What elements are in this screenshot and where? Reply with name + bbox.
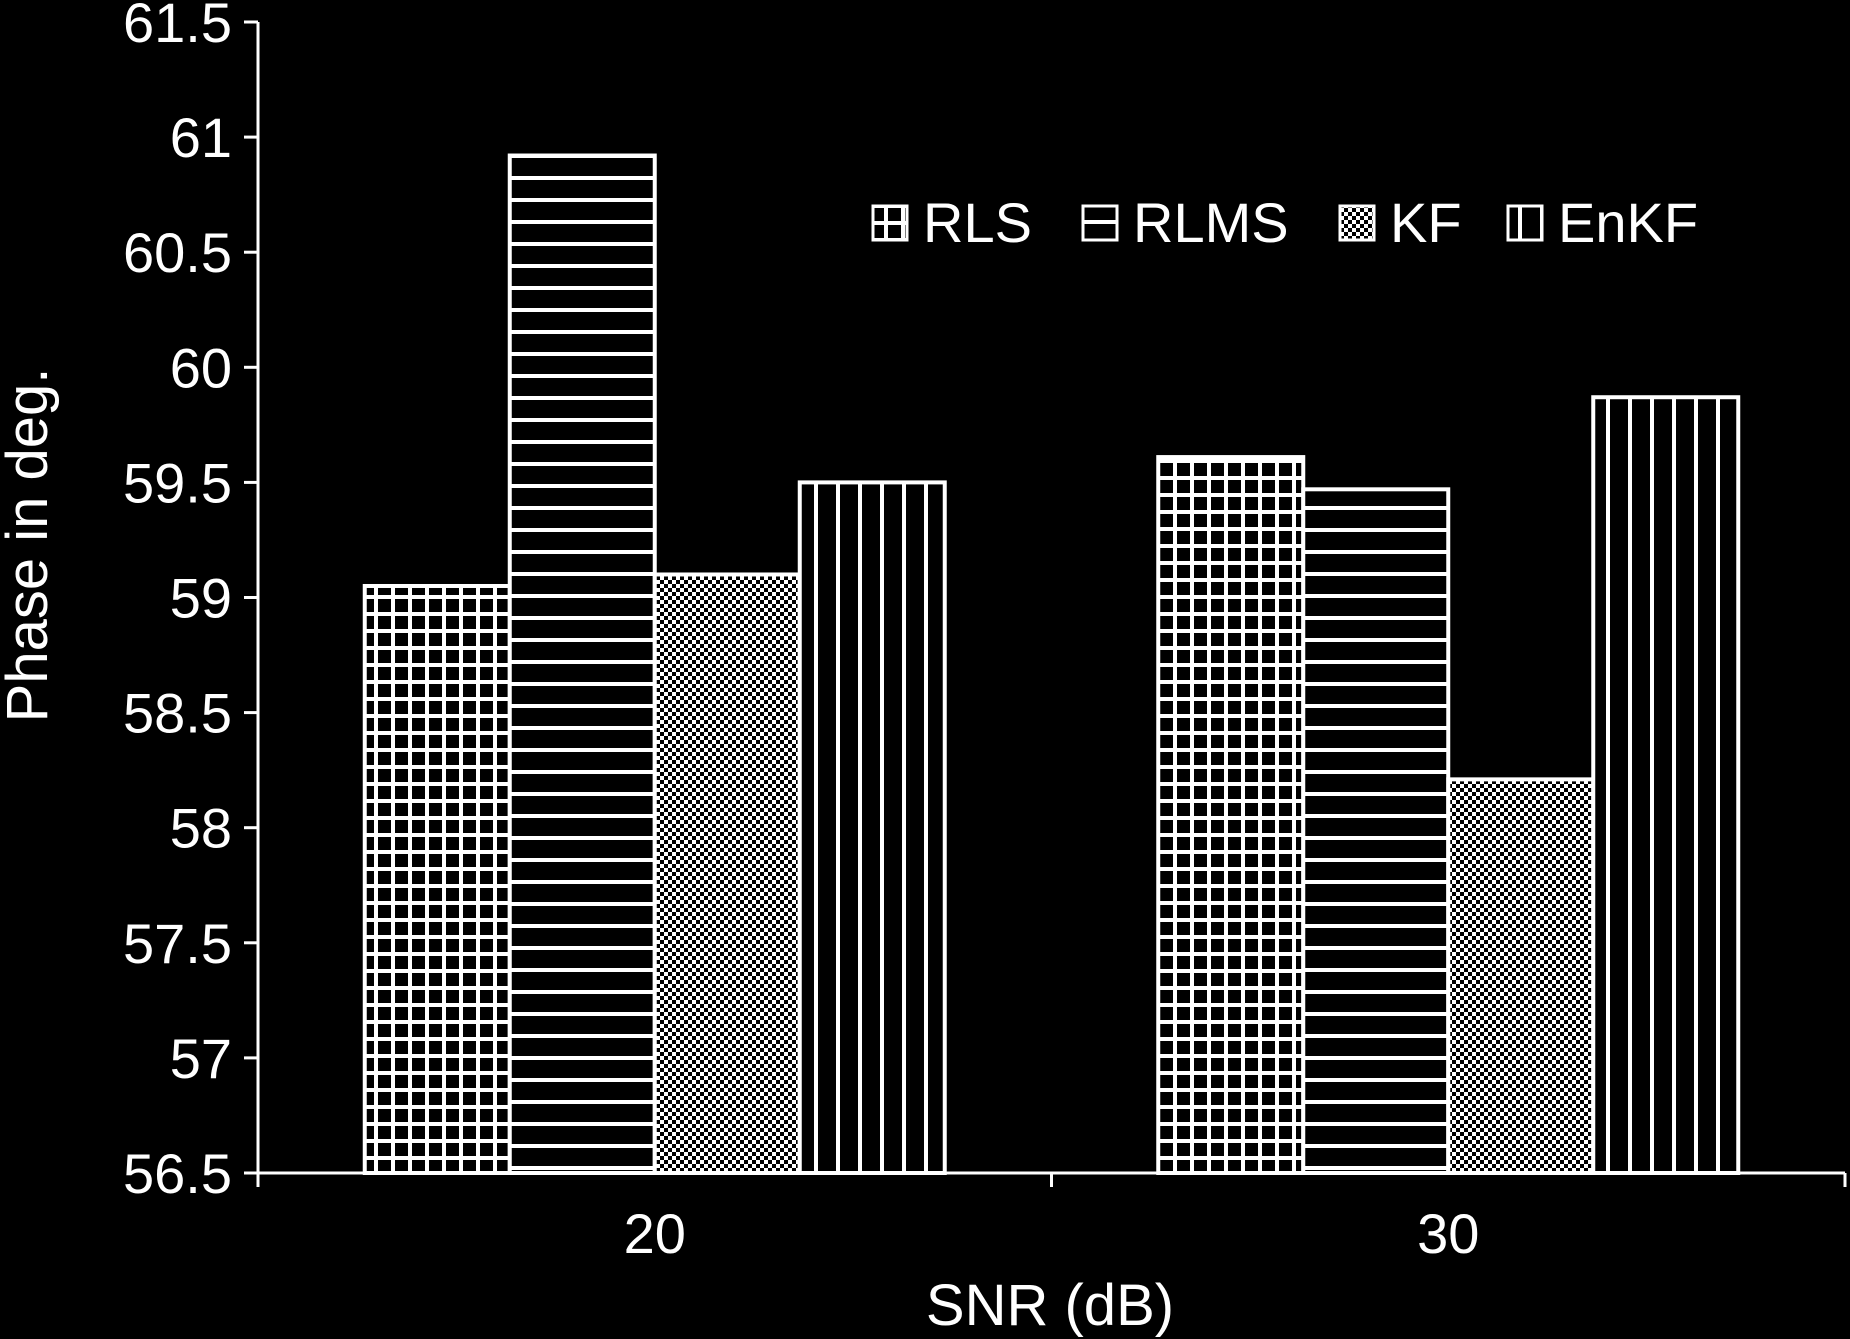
bar-kf-20	[652, 572, 802, 1175]
legend-label-kf: KF	[1390, 191, 1462, 254]
y-tick-label: 61	[170, 106, 232, 169]
legend-swatch-rlms	[1081, 204, 1119, 242]
y-tick-label: 59.5	[123, 451, 232, 514]
y-tick-label: 61.5	[123, 0, 232, 54]
legend: RLS RLMS KF EnKF	[871, 191, 1698, 254]
bar-enkf-20	[797, 480, 947, 1175]
y-tick-label: 58	[170, 797, 232, 860]
legend-swatch-enkf	[1506, 204, 1544, 242]
bar-rls-20	[362, 583, 512, 1175]
legend-label-enkf: EnKF	[1558, 191, 1698, 254]
bar-rlms-20	[507, 153, 657, 1176]
legend-swatch-rls	[871, 204, 909, 242]
bar-rls-30	[1156, 455, 1306, 1175]
bar-kf-30	[1446, 777, 1596, 1175]
y-tick-label: 60.5	[123, 221, 232, 284]
y-tick-label: 57	[170, 1027, 232, 1090]
bar-enkf-30	[1591, 395, 1741, 1175]
x-ticks: 20 30	[256, 1173, 1847, 1265]
y-tick-label: 56.5	[123, 1142, 232, 1205]
bar-rlms-30	[1301, 487, 1451, 1175]
bars	[362, 153, 1741, 1176]
y-axis-title: Phase in deg.	[0, 368, 60, 723]
y-tick-label: 59	[170, 567, 232, 630]
y-tick-label: 60	[170, 336, 232, 399]
legend-label-rls: RLS	[923, 191, 1032, 254]
x-axis-title: SNR (dB)	[926, 1273, 1174, 1338]
y-tick-label: 57.5	[123, 912, 232, 975]
y-tick-label: 58.5	[123, 682, 232, 745]
x-tick-label: 20	[624, 1202, 686, 1265]
x-tick-label: 30	[1417, 1202, 1479, 1265]
legend-swatch-kf	[1338, 204, 1376, 242]
y-ticks: 61.5 61 60.5 60 59.5 59 58.5 58 57.5 57 56.5	[123, 0, 258, 1205]
legend-label-rlms: RLMS	[1133, 191, 1289, 254]
